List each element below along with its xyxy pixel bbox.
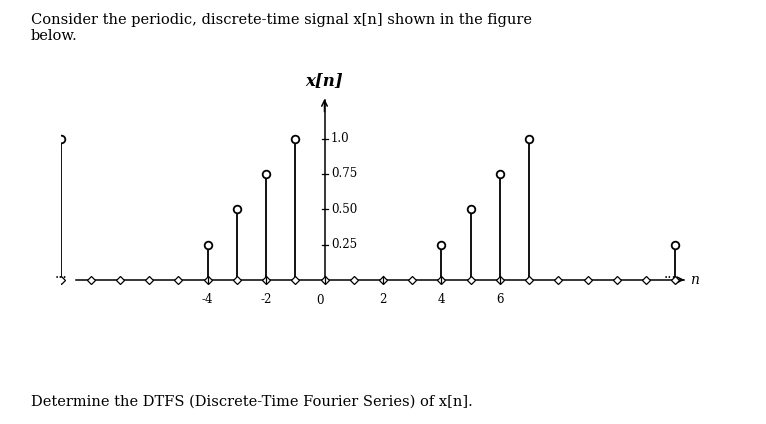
Text: Consider the periodic, discrete-time signal x[n] shown in the figure
below.: Consider the periodic, discrete-time sig…: [31, 13, 532, 43]
Text: 0.50: 0.50: [331, 203, 357, 216]
Text: -2: -2: [260, 293, 272, 306]
Text: ...: ...: [54, 267, 67, 281]
Text: 2: 2: [379, 293, 387, 306]
Text: 4: 4: [437, 293, 445, 306]
Text: -4: -4: [201, 293, 213, 306]
Text: 0.75: 0.75: [331, 167, 357, 180]
Text: Determine the DTFS (Discrete-Time Fourier Series) of x[n].: Determine the DTFS (Discrete-Time Fourie…: [31, 394, 473, 408]
Text: 0.25: 0.25: [331, 238, 357, 251]
Text: 6: 6: [496, 293, 504, 306]
Text: x[n]: x[n]: [306, 72, 343, 89]
Text: 0: 0: [316, 294, 324, 307]
Text: 1.0: 1.0: [331, 132, 349, 145]
Text: n: n: [690, 273, 699, 287]
Text: ...: ...: [664, 267, 676, 281]
